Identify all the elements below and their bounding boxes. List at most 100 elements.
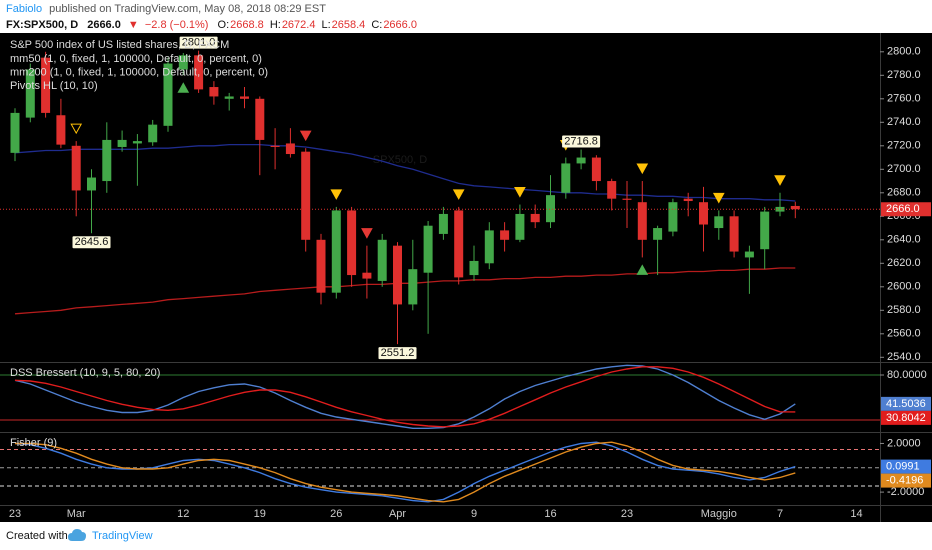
candle-body xyxy=(438,213,448,234)
candle-body xyxy=(194,55,204,90)
y-tick-label: -2.0000 xyxy=(887,486,924,498)
y-tick-label: 2640.0 xyxy=(887,234,921,246)
pane-title: Fisher (9) xyxy=(10,437,57,449)
ohlc-value: 2672.4 xyxy=(282,19,316,31)
x-tick-label: Maggio xyxy=(701,508,737,520)
candle-body xyxy=(607,181,617,199)
candle-body xyxy=(71,145,81,191)
y-tick-label: 2800.0 xyxy=(887,46,921,58)
moving-average xyxy=(14,267,796,315)
last-value-label: 41.5036 xyxy=(886,398,926,410)
candle-body xyxy=(393,245,402,305)
candle-body xyxy=(469,260,479,276)
candle-body xyxy=(285,143,295,155)
legend-entry: Pivots HL (10, 10) xyxy=(10,80,98,92)
pivot-label: 2716.8 xyxy=(564,135,598,147)
ohlc-key: O: xyxy=(218,19,230,31)
publish-line: Fabiolo published on TradingView.com, Ma… xyxy=(6,3,326,15)
candle-body xyxy=(790,205,800,210)
x-tick-label: 23 xyxy=(9,508,21,520)
x-tick-label: 16 xyxy=(544,508,556,520)
ohlc-value: 2658.4 xyxy=(332,19,366,31)
indicator-line xyxy=(14,366,796,428)
y-tick-label: 2720.0 xyxy=(887,140,921,152)
pivot-marker xyxy=(636,264,649,275)
candle-body xyxy=(714,216,724,229)
last-price-label: 2666.0 xyxy=(886,203,920,215)
candle-body xyxy=(178,55,188,70)
y-tick-label: 80.0000 xyxy=(887,369,927,381)
candle-body xyxy=(377,239,387,281)
candle-body xyxy=(41,57,51,113)
candle-body xyxy=(454,210,464,278)
change: −2.8 (−0.1%) xyxy=(145,19,209,31)
tradingview-logo xyxy=(68,529,86,541)
candle-body xyxy=(148,124,158,143)
candle-body xyxy=(515,213,525,240)
candle-body xyxy=(683,198,693,202)
y-tick-label: 2540.0 xyxy=(887,351,921,363)
candle-body xyxy=(653,228,663,240)
candle-body xyxy=(56,115,66,145)
symbol: FX:SPX500, D xyxy=(6,19,78,31)
pivot-label: 2645.6 xyxy=(75,236,109,248)
candle-body xyxy=(255,98,265,140)
pivot-marker xyxy=(452,189,465,200)
candle-body xyxy=(102,139,112,182)
candle-body xyxy=(163,63,173,126)
footer-brand[interactable]: TradingView xyxy=(92,530,153,542)
candle-body xyxy=(270,145,280,147)
candle-body xyxy=(484,230,494,264)
ohlc-key: C: xyxy=(371,19,382,31)
chart-background xyxy=(0,33,932,522)
pivot-marker xyxy=(330,189,343,200)
pivot-label-box xyxy=(72,236,111,249)
candle-body xyxy=(591,157,601,182)
y-tick-label: 2600.0 xyxy=(887,281,921,293)
last-value-box xyxy=(881,410,931,425)
last-value-box xyxy=(881,396,931,411)
author[interactable]: Fabiolo xyxy=(6,3,42,15)
last-price-box xyxy=(881,202,931,217)
pane-title: DSS Bressert (10, 9, 5, 80, 20) xyxy=(10,367,160,379)
candle-body xyxy=(637,202,647,240)
pivot-marker xyxy=(774,175,786,186)
candle-body xyxy=(668,202,678,232)
change-arrow: ▼ xyxy=(128,19,139,31)
candle-body xyxy=(10,112,20,153)
candle-body xyxy=(423,225,433,273)
symbol-line: FX:SPX500, D 2666.0 ▼ −2.8 (−0.1%) O:266… xyxy=(6,19,417,31)
x-tick-label: 12 xyxy=(177,508,189,520)
pivot-marker xyxy=(177,82,190,93)
ohlc-key: H: xyxy=(270,19,281,31)
y-tick-label: 2560.0 xyxy=(887,328,921,340)
ohlc-value: 2666.0 xyxy=(383,19,417,31)
x-tick-label: 9 xyxy=(471,508,477,520)
price: 2666.0 xyxy=(87,19,121,31)
published: published on TradingView.com, May 08, 20… xyxy=(49,3,326,15)
candle-body xyxy=(530,213,540,223)
legend-entry: mm200 (1, 0, fixed, 1, 100000, Default, … xyxy=(10,66,268,78)
x-tick-label: 23 xyxy=(621,508,633,520)
candle-body xyxy=(622,198,632,200)
pivot-label-box xyxy=(562,135,601,148)
y-tick-label: 2740.0 xyxy=(887,116,921,128)
logo-cloud xyxy=(68,529,86,541)
pivot-marker xyxy=(712,192,725,204)
last-value-label: 0.0991 xyxy=(886,460,920,472)
last-value-label: -0.4196 xyxy=(886,474,923,486)
ohlc-key: L: xyxy=(321,19,330,31)
watermark: SPX500, D xyxy=(373,154,427,166)
pivot-label-box xyxy=(378,347,417,360)
y-tick-label: 2680.0 xyxy=(887,187,921,199)
y-tick-label: 2700.0 xyxy=(887,163,921,175)
candle-body xyxy=(301,151,311,240)
candle-body xyxy=(362,272,372,279)
x-tick-label: Mar xyxy=(67,508,86,520)
ohlc-value: 2668.8 xyxy=(230,19,264,31)
last-value-box xyxy=(881,473,931,488)
x-tick-label: Apr xyxy=(389,508,406,520)
candle-body xyxy=(331,210,341,293)
x-tick-label: 14 xyxy=(850,508,862,520)
y-tick-label: 2760.0 xyxy=(887,93,921,105)
